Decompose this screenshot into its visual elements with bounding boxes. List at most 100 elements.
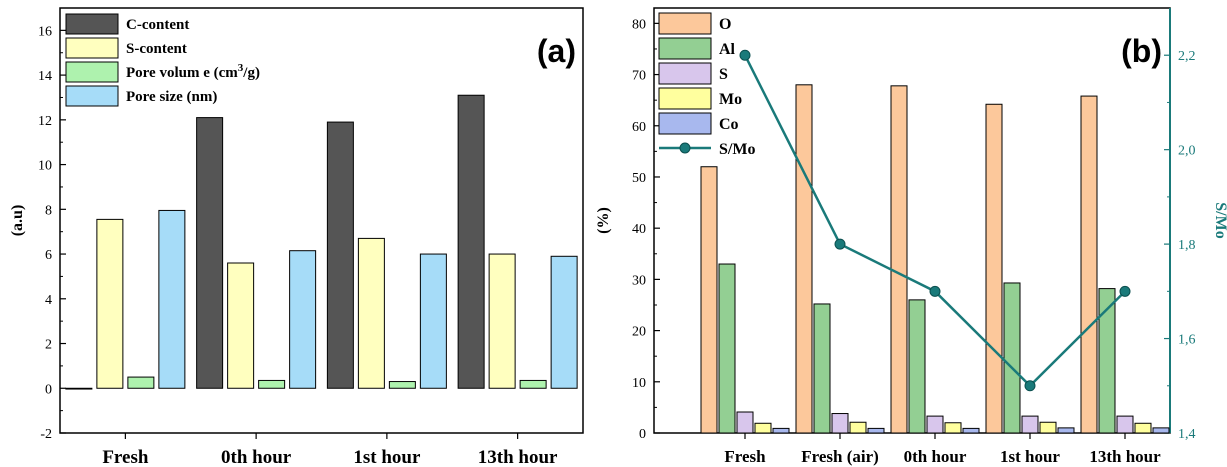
- bar-co: [772, 427, 790, 434]
- x-tick-label: 0th hour: [904, 447, 967, 466]
- legend-label: Al: [719, 41, 736, 58]
- bar-co: [867, 427, 885, 434]
- legend-swatch: [658, 62, 712, 85]
- y-tick-label: 0: [45, 382, 52, 397]
- bar-s: [1021, 415, 1039, 434]
- bar-o: [985, 103, 1003, 434]
- bar-mo: [944, 422, 962, 434]
- legend-swatch: [658, 87, 712, 110]
- bar-o: [1080, 95, 1098, 434]
- y-tick-label: 14: [38, 69, 52, 84]
- x-tick-label: 1st hour: [353, 447, 421, 467]
- point-s-mo: [1024, 380, 1036, 392]
- right-tick-label: 2,0: [1178, 144, 1196, 159]
- y-tick-label: 8: [45, 203, 52, 218]
- right-tick-label: 2,2: [1178, 49, 1196, 64]
- legend-swatch: [65, 61, 119, 83]
- legend-swatch: [658, 112, 712, 135]
- bar-pore: [419, 253, 447, 389]
- point-s-mo: [739, 49, 751, 61]
- bar-pore: [519, 379, 547, 389]
- panel-label-b: (b): [1121, 33, 1162, 69]
- legend-label: Pore volum e (cm3/g): [126, 62, 260, 81]
- bar-s-content: [227, 262, 255, 389]
- legend-label: O: [719, 16, 731, 33]
- bar-s: [736, 411, 754, 434]
- y-tick-label: 12: [38, 114, 52, 129]
- right-tick-label: 1,4: [1178, 427, 1196, 442]
- legend-label: Co: [719, 116, 739, 133]
- bar-co: [962, 427, 980, 434]
- y-tick-label: 70: [632, 69, 646, 84]
- legend-swatch: [65, 13, 119, 35]
- y-tick-label: 50: [632, 171, 646, 186]
- bar-co: [1152, 427, 1170, 434]
- legend-label: S-content: [126, 41, 187, 57]
- legend-swatch: [65, 37, 119, 59]
- bar-al: [1098, 288, 1116, 434]
- legend-swatch: [658, 37, 712, 60]
- bar-mo: [1039, 421, 1057, 434]
- y-tick-label: 60: [632, 120, 646, 135]
- point-s-mo: [929, 285, 941, 297]
- legend-label: S/Mo: [719, 141, 755, 158]
- y-tick-label: 80: [632, 17, 646, 32]
- x-tick-label: 1st hour: [1000, 447, 1060, 466]
- plot-frame-a: [59, 7, 584, 434]
- bar-pore: [388, 381, 416, 389]
- bar-s: [831, 413, 849, 434]
- bar-s: [1116, 415, 1134, 434]
- y-tick-label: 10: [38, 159, 52, 174]
- point-s-mo: [834, 238, 846, 250]
- panel-a-chart: -2 0 2 4 6 8 10 12 14 16 (a.u) Fresh 0th hour 1st hou…: [9, 7, 584, 467]
- right-tick-label: 1,8: [1178, 238, 1196, 253]
- y-axis-label: (a.u): [9, 205, 26, 237]
- y-tick-label: 40: [632, 222, 646, 237]
- bar-mo: [754, 422, 772, 434]
- x-tick-label: 0th hour: [221, 447, 292, 467]
- bar-pore: [158, 209, 186, 389]
- x-tick-label: Fresh: [724, 447, 766, 466]
- bar-c-content: [457, 94, 485, 389]
- legend-label: Pore size (nm): [126, 89, 217, 105]
- y-tick-label: 4: [45, 293, 52, 308]
- y-tick-label: 2: [45, 338, 52, 353]
- right-tick-label: 1,6: [1178, 333, 1196, 348]
- bar-pore: [550, 255, 578, 389]
- bar-c-content: [326, 121, 354, 389]
- bar-pore: [127, 376, 155, 389]
- bar-mo: [849, 421, 867, 434]
- bar-s-content: [96, 218, 124, 389]
- bar-o: [795, 84, 813, 434]
- bar-al: [813, 303, 831, 434]
- point-s-mo: [1119, 285, 1131, 297]
- bar-o: [700, 166, 718, 434]
- right-axis-label: S/Mo: [1212, 202, 1227, 238]
- y-tick-label: 6: [45, 248, 52, 263]
- bar-co: [1057, 427, 1075, 434]
- y-tick-label: 16: [38, 24, 52, 39]
- legend-label: C-content: [126, 17, 189, 33]
- y-axis-label: (%): [595, 207, 612, 234]
- legend-swatch: [65, 85, 119, 107]
- bar-o: [890, 85, 908, 434]
- bar-al: [718, 263, 736, 434]
- bar-s-content: [488, 253, 516, 389]
- y-tick-label: -2: [40, 427, 52, 442]
- legend-line-marker: [679, 142, 691, 154]
- bar-pore: [258, 379, 286, 389]
- panel-b-chart: 0 10 20 30 40 50 60 70 80 (%) 1,4 1,6 1,8 2,0 2,2 S/Mo F…: [595, 7, 1227, 466]
- legend-swatch: [658, 12, 712, 35]
- y-tick-label: 10: [632, 376, 646, 391]
- x-tick-label: 13th hour: [478, 447, 558, 467]
- panel-label-a: (a): [537, 33, 576, 69]
- x-tick-label: Fresh (air): [801, 447, 879, 466]
- y-tick-label: 30: [632, 273, 646, 288]
- bar-mo: [1134, 422, 1152, 434]
- bar-s-content: [357, 237, 385, 389]
- bar-al: [908, 299, 926, 434]
- legend-label: Mo: [719, 91, 742, 108]
- bar-c-content: [65, 387, 93, 390]
- bar-s: [926, 415, 944, 434]
